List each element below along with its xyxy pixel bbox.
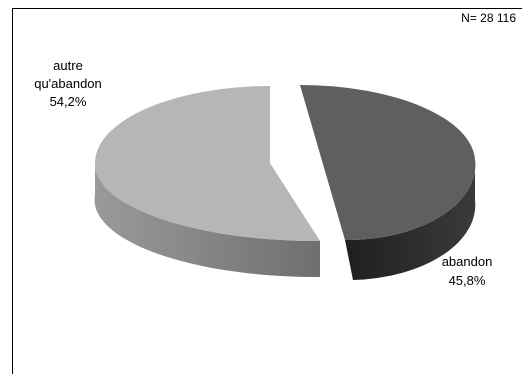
slice-autre-side xyxy=(94,163,321,278)
slice-autre-qu-abandon xyxy=(94,86,321,278)
label-autre-value: 54,2% xyxy=(50,94,87,109)
label-abandon-name: abandon xyxy=(442,254,493,269)
slice-abandon-side xyxy=(345,160,476,280)
label-abandon: abandon 45,8% xyxy=(442,254,493,288)
label-autre-line2: qu'abandon xyxy=(34,76,102,91)
sample-size-note: N= 28 116 xyxy=(461,11,516,25)
slice-autre-top xyxy=(94,86,320,242)
label-autre-qu-abandon: autre qu'abandon 54,2% xyxy=(34,58,102,109)
label-abandon-value: 45,8% xyxy=(449,273,486,288)
label-autre-line1: autre xyxy=(53,58,83,73)
slice-abandon xyxy=(300,85,476,280)
slice-abandon-top xyxy=(300,85,476,241)
